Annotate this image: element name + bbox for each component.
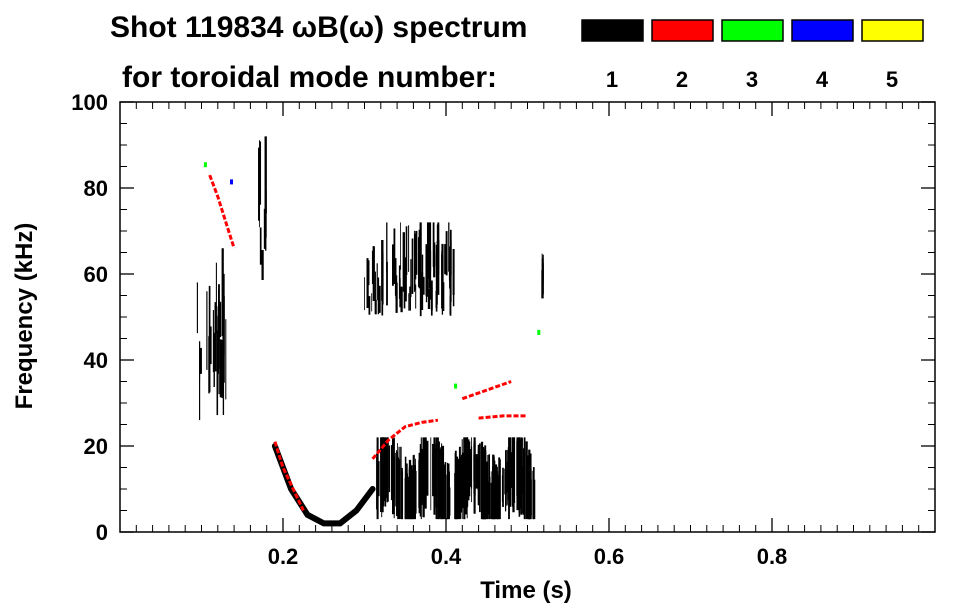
mode-3-speck — [454, 383, 458, 389]
mode-2-rising-branch — [371, 418, 439, 460]
legend-label-mode-1: 1 — [606, 67, 618, 92]
x-tick-label: 0.4 — [431, 544, 462, 569]
y-tick-label: 80 — [84, 176, 108, 201]
x-axis-label: Time (s) — [480, 577, 572, 604]
y-tick-label: 20 — [84, 434, 108, 459]
y-tick-label: 60 — [84, 262, 108, 287]
legend-label-mode-3: 3 — [746, 67, 758, 92]
legend-swatch-mode-2 — [651, 19, 714, 42]
mode-3-speck — [203, 162, 207, 168]
legend-label-mode-5: 5 — [886, 67, 898, 92]
mode-1-chirp — [271, 443, 376, 527]
x-tick-label: 0.6 — [594, 544, 625, 569]
x-tick-label: 0.8 — [757, 544, 788, 569]
mode-3-speck — [537, 329, 541, 335]
legend: 1 2 3 4 5 — [581, 19, 924, 92]
legend-swatch-mode-1 — [581, 19, 644, 42]
mode-2-high-frequency — [208, 174, 236, 249]
y-tick-label: 0 — [96, 520, 108, 545]
chart-subtitle: for toroidal mode number: — [122, 61, 497, 94]
chart-title: Shot 119834 ωB(ω) spectrum — [110, 11, 527, 44]
y-axis-label: Frequency (kHz) — [11, 223, 38, 410]
mode-2-branch-1 — [461, 380, 512, 401]
y-tick-label: 100 — [71, 90, 108, 115]
x-tick-label: 0.2 — [268, 544, 299, 569]
mode-4-speck — [230, 179, 233, 185]
axes: 0.2 0.4 0.6 0.8 0 20 40 60 80 100 — [71, 90, 936, 569]
mode-2-chirp — [273, 441, 305, 512]
mode-2-branch-2 — [478, 414, 528, 420]
legend-label-mode-4: 4 — [816, 67, 829, 92]
legend-swatch-mode-5 — [861, 19, 924, 42]
legend-label-mode-2: 2 — [676, 67, 688, 92]
legend-swatch-mode-3 — [721, 19, 784, 42]
y-tick-label: 40 — [84, 348, 108, 373]
plot-area — [196, 136, 544, 527]
legend-swatch-mode-4 — [791, 19, 854, 42]
